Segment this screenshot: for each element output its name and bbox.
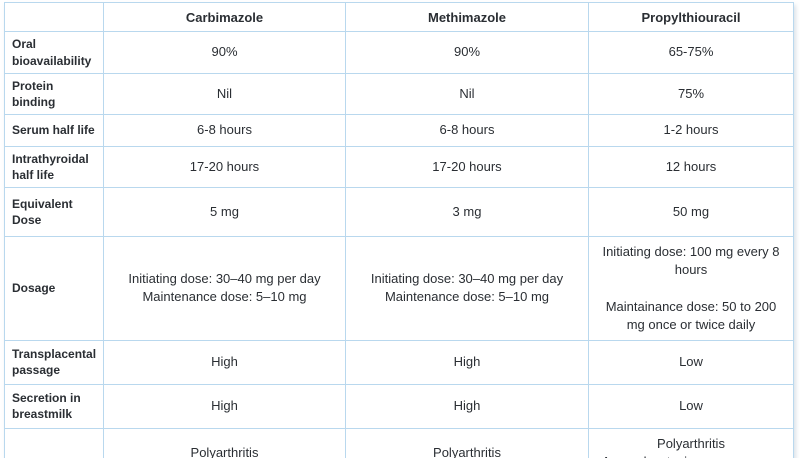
table-cell: 90% [345, 31, 589, 74]
table-cell: 6-8 hours [345, 114, 589, 147]
table-cell: 17-20 hours [103, 145, 346, 188]
table-cell: Nil [103, 72, 346, 116]
table-cell: 3 mg [345, 186, 589, 237]
table-row-oral-bioavailability: Oral bioavailability 90% 90% 65-75% [4, 31, 794, 74]
table-cell: Nil [345, 72, 589, 116]
row-label-oral-bioavailability: Oral bioavailability [4, 31, 104, 74]
table-cell: Polyarthritis Agranulocytosis 0.1-0.5% C… [103, 427, 346, 458]
column-header-methimazole: Methimazole [345, 2, 589, 32]
table-cell: 6-8 hours [103, 114, 346, 147]
row-label-transplacental-passage: Transplacental passage [4, 339, 104, 385]
table-row-secretion-in-breastmilk: Secretion in breastmilk High High Low [4, 383, 794, 429]
table-row-equivalent-dose: Equivalent Dose 5 mg 3 mg 50 mg [4, 186, 794, 237]
column-header-carbimazole: Carbimazole [103, 2, 346, 32]
row-label-equivalent-dose: Equivalent Dose [4, 186, 104, 237]
table-cell: 50 mg [588, 186, 794, 237]
table-cell: High [103, 339, 346, 385]
drug-comparison-table: Carbimazole Methimazole Propylthiouracil… [4, 2, 794, 458]
table-cell: 90% [103, 31, 346, 74]
table-cell: 12 hours [588, 145, 794, 188]
table-cell: 5 mg [103, 186, 346, 237]
table-row-transplacental-passage: Transplacental passage High High Low [4, 339, 794, 385]
table-cell: Low [588, 339, 794, 385]
table-row-dosage: Dosage Initiating dose: 30–40 mg per day… [4, 235, 794, 341]
table-cell: Polyarthritis Agranulocytosis 0.1-0.5% C… [345, 427, 589, 458]
row-label-dosage: Dosage [4, 235, 104, 341]
table-cell: Polyarthritis Agranulocytosis more commo… [588, 427, 794, 458]
table-cell: 17-20 hours [345, 145, 589, 188]
table-row-adverse-events: Adverse events Polyarthritis Agranulocyt… [4, 427, 794, 458]
row-label-protein-binding: Protein binding [4, 72, 104, 116]
row-label-adverse-events: Adverse events [4, 427, 104, 458]
table-cell: 75% [588, 72, 794, 116]
corner-cell [4, 2, 104, 32]
table-row-serum-half-life: Serum half life 6-8 hours 6-8 hours 1-2 … [4, 114, 794, 147]
table-cell: High [345, 339, 589, 385]
table-cell: 1-2 hours [588, 114, 794, 147]
table-row-protein-binding: Protein binding Nil Nil 75% [4, 72, 794, 116]
table-cell: High [103, 383, 346, 429]
table-row-intrathyroidal-half-life: Intrathyroidal half life 17-20 hours 17-… [4, 145, 794, 188]
table-cell: Initiating dose: 30–40 mg per day Mainte… [345, 235, 589, 341]
table-cell: 65-75% [588, 31, 794, 74]
table-cell: High [345, 383, 589, 429]
row-label-serum-half-life: Serum half life [4, 114, 104, 147]
table-cell: Initiating dose: 100 mg every 8 hours Ma… [588, 235, 794, 341]
row-label-intrathyroidal-half-life: Intrathyroidal half life [4, 145, 104, 188]
row-label-secretion-in-breastmilk: Secretion in breastmilk [4, 383, 104, 429]
column-header-propylthiouracil: Propylthiouracil [588, 2, 794, 32]
table-cell: Low [588, 383, 794, 429]
table-header-row: Carbimazole Methimazole Propylthiouracil [4, 2, 794, 32]
table-cell: Initiating dose: 30–40 mg per day Mainte… [103, 235, 346, 341]
